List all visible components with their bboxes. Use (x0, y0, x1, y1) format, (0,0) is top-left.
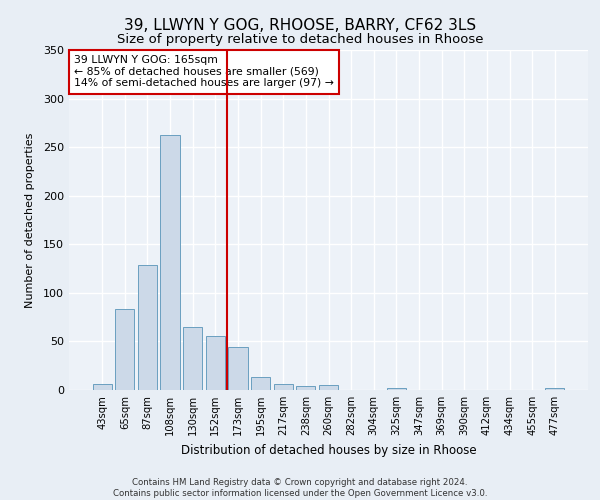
Text: Contains HM Land Registry data © Crown copyright and database right 2024.
Contai: Contains HM Land Registry data © Crown c… (113, 478, 487, 498)
Bar (206, 336, 225, 390)
Text: 39, LLWYN Y GOG, RHOOSE, BARRY, CF62 3LS: 39, LLWYN Y GOG, RHOOSE, BARRY, CF62 3LS (124, 18, 476, 32)
Y-axis label: Number of detached properties: Number of detached properties (25, 132, 35, 308)
Bar (319, 385, 338, 390)
Bar (115, 310, 134, 390)
Bar (296, 386, 316, 390)
Bar (160, 134, 180, 390)
Bar (92, 384, 112, 390)
Bar (229, 348, 248, 390)
X-axis label: Distribution of detached houses by size in Rhoose: Distribution of detached houses by size … (181, 444, 476, 456)
Text: Size of property relative to detached houses in Rhoose: Size of property relative to detached ho… (117, 32, 483, 46)
Bar (387, 388, 406, 390)
Bar (183, 327, 202, 390)
Bar (274, 384, 293, 390)
Bar (138, 264, 157, 390)
Bar (545, 388, 565, 390)
Text: 39 LLWYN Y GOG: 165sqm
← 85% of detached houses are smaller (569)
14% of semi-de: 39 LLWYN Y GOG: 165sqm ← 85% of detached… (74, 55, 334, 88)
Bar (251, 378, 270, 390)
